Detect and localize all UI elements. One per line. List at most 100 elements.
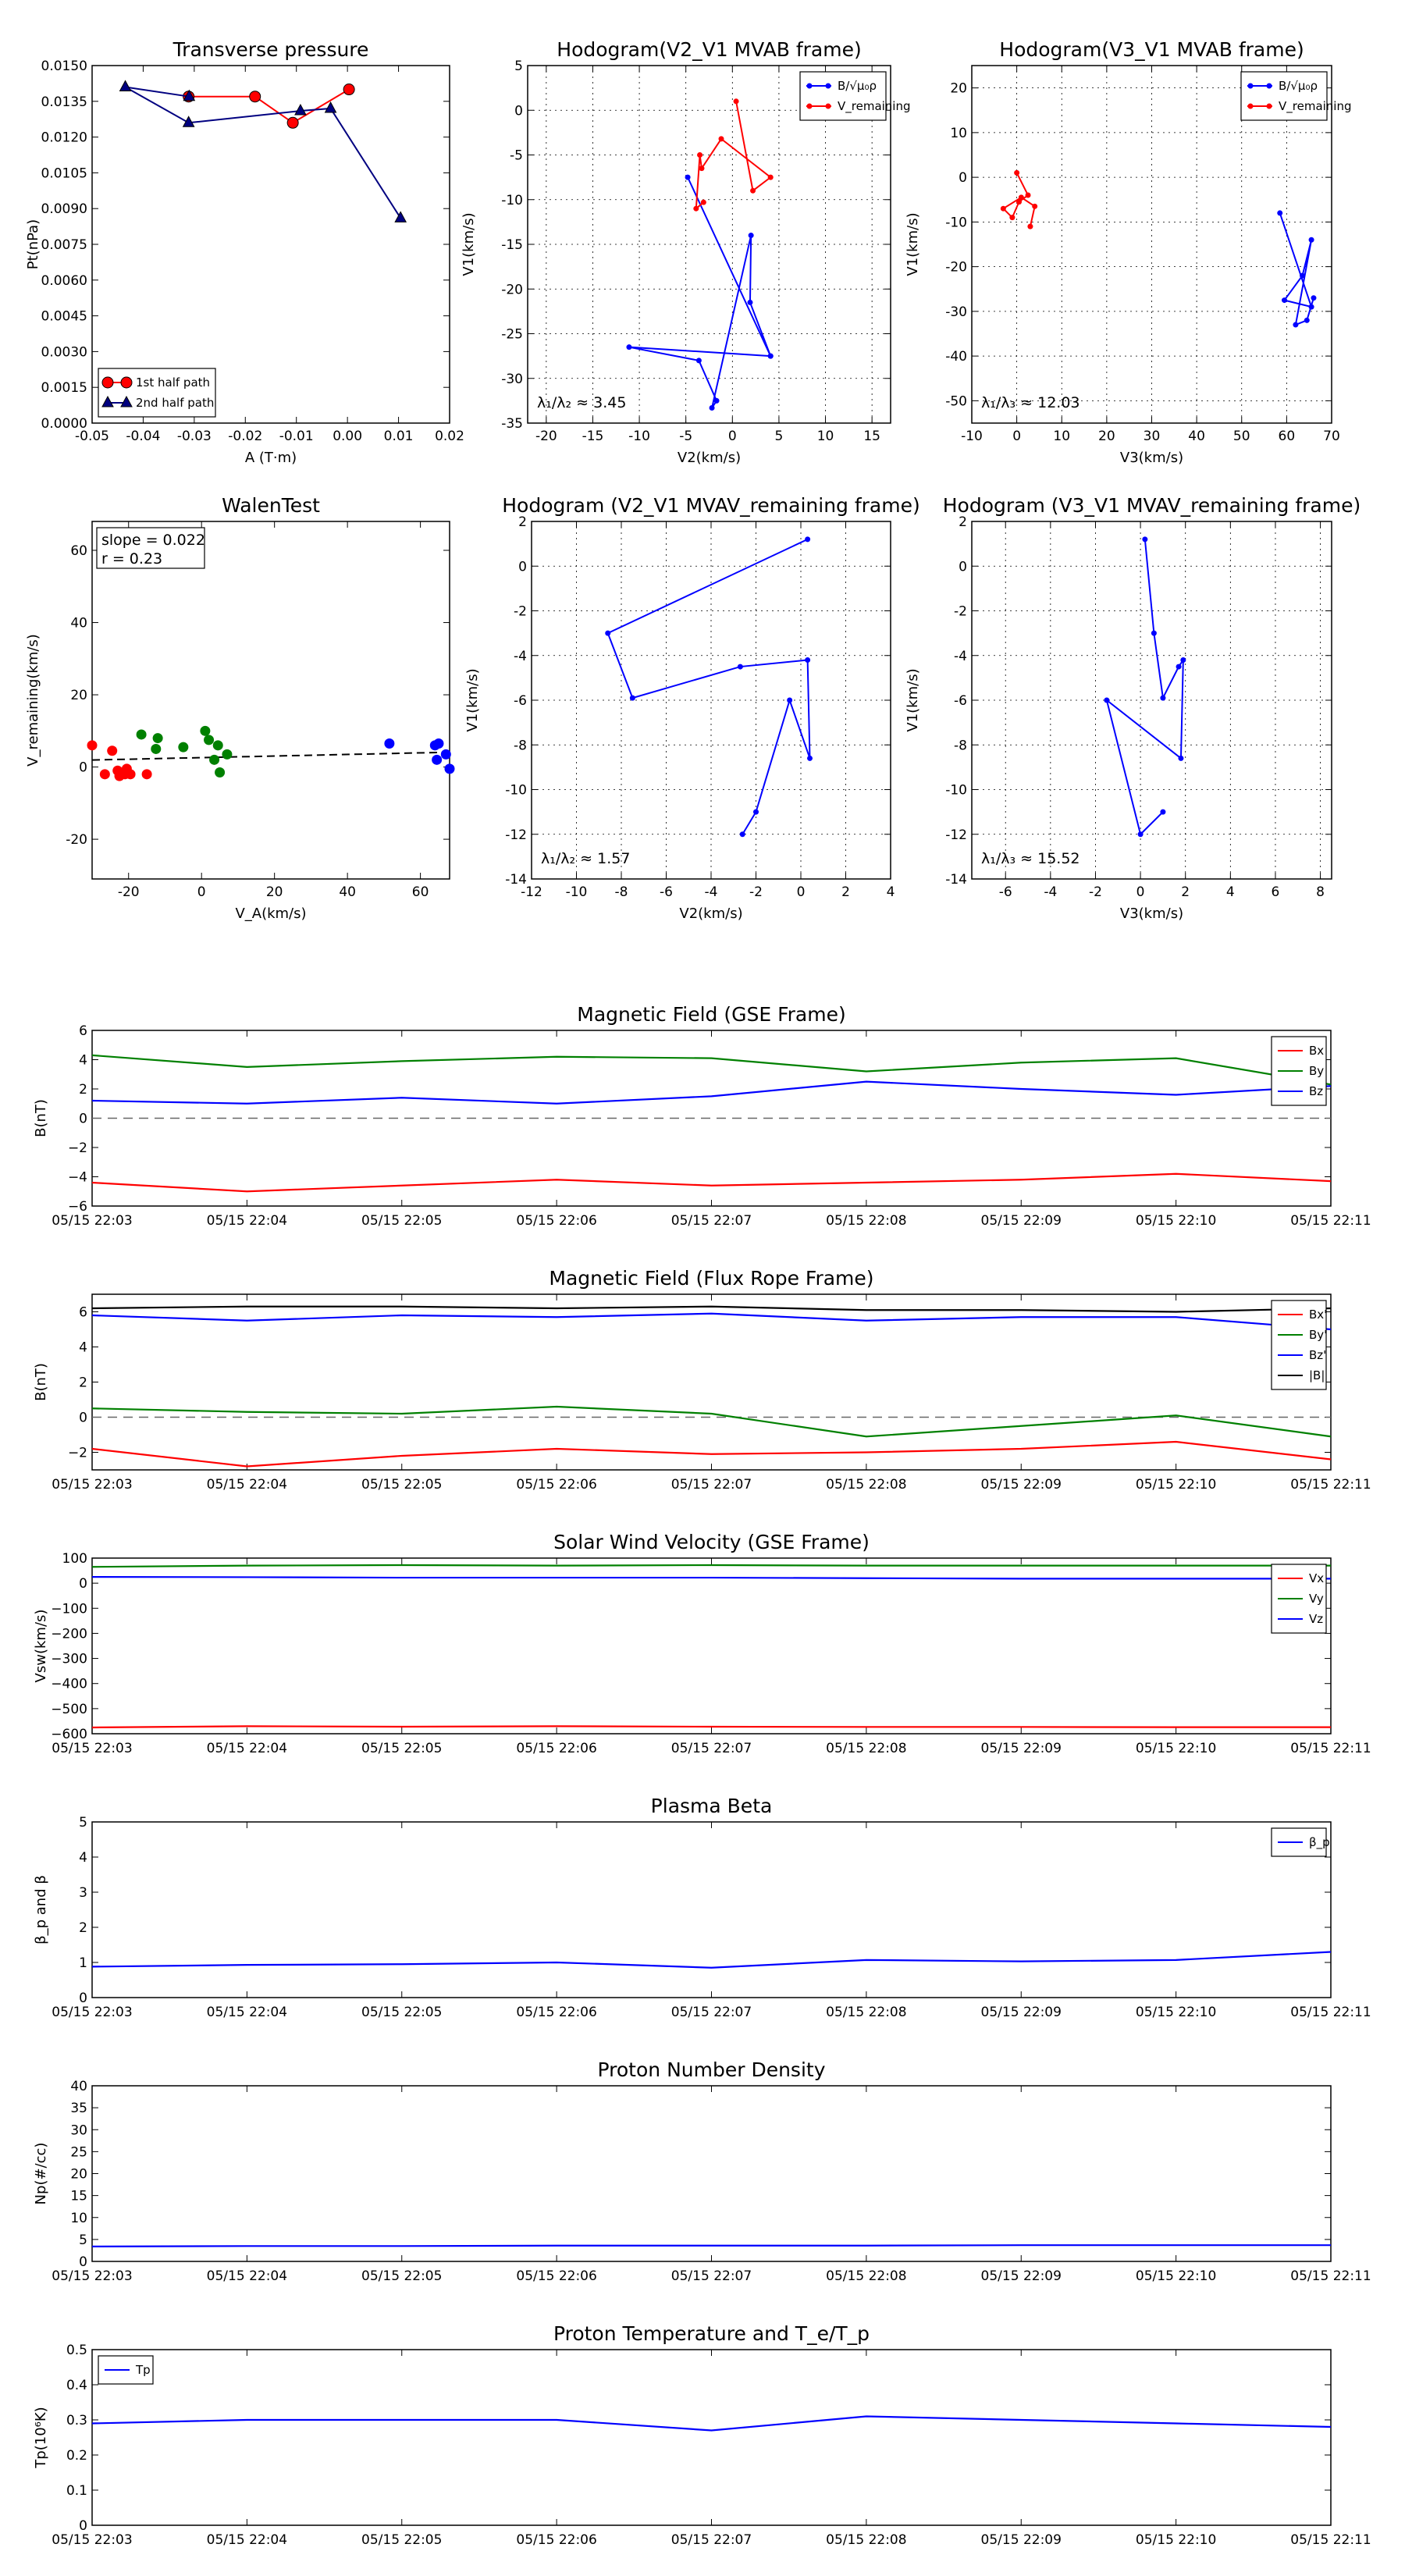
tp-ytick-label: 0.0030 [41, 344, 87, 360]
h3-xtick-label: -2 [749, 884, 763, 900]
h2-ylabel: V1(km/s) [905, 212, 921, 276]
vsw-title: Solar Wind Velocity (GSE Frame) [553, 1531, 870, 1553]
h2-title: Hodogram(V3_V1 MVAB frame) [999, 38, 1304, 61]
np-ylabel: Np(#/cc) [33, 2143, 49, 2205]
tp-series0-line [188, 88, 350, 124]
vsw-ytick-label: −100 [51, 1601, 87, 1617]
bfr-title: Magnetic Field (Flux Rope Frame) [549, 1267, 873, 1290]
bfr-ytick-label: 2 [79, 1375, 87, 1391]
walen-point [152, 733, 163, 744]
h1-xlabel: V2(km/s) [678, 450, 741, 466]
bgse-legend-label: By [1309, 1064, 1324, 1078]
vsw-xtick-label: 05/15 22:11 [1290, 1741, 1371, 1756]
h1-xtick-label: 5 [775, 429, 784, 444]
h2-xtick-label: -10 [961, 429, 983, 444]
tp-ylabel: Pt(nPa) [25, 219, 41, 269]
tp-ytick-label: 0.0075 [41, 237, 87, 253]
h2-series1-point [1016, 199, 1023, 205]
np-xtick-label: 05/15 22:05 [361, 2268, 442, 2284]
h2-annotation: λ₁/λ₃ ≈ 12.03 [981, 394, 1080, 411]
h1-title: Hodogram(V2_V1 MVAB frame) [557, 38, 861, 61]
bgse-legend-label: Bz [1309, 1084, 1323, 1098]
h4-xtick-label: -6 [999, 884, 1012, 900]
bgse-xtick-label: 05/15 22:08 [826, 1213, 906, 1229]
np-xtick-label: 05/15 22:04 [207, 2268, 287, 2284]
h1-xtick-label: -5 [679, 429, 692, 444]
h1-legend-point [806, 83, 813, 89]
h4-frame [971, 521, 1332, 880]
h1-series0-point [685, 174, 691, 180]
np-frame [91, 2085, 1332, 2262]
tp2-ytick-label: 0.2 [66, 2448, 87, 2464]
bfr-xtick-label: 05/15 22:11 [1290, 1477, 1371, 1493]
h2-xlabel: V3(km/s) [1120, 450, 1183, 466]
h3-xtick-label: 2 [841, 884, 850, 900]
h1-legend: B/√μ₀ρ V_remaining [799, 71, 911, 121]
h4-series0-point [1160, 809, 1166, 815]
chart-h3: -12 -10 -8 -6 -4 -2 0 2 4-14-12-10-8-6-4-202Hodo… [464, 494, 920, 922]
vsw-legend-label: Vy [1309, 1592, 1324, 1606]
tp2-xtick-label: 05/15 22:10 [1136, 2532, 1216, 2548]
tp-xtick-label: -0.04 [126, 429, 160, 444]
h3-xlabel: V2(km/s) [679, 906, 742, 922]
tp-series0-point [343, 84, 355, 96]
walen-ytick-label: 0 [79, 760, 87, 776]
h3-ytick-label: -6 [514, 693, 527, 709]
tp-legend-point [101, 395, 114, 407]
h2-ytick-label: 20 [950, 81, 967, 97]
tp2-series0-line [91, 2415, 1332, 2432]
h4-annotation: λ₁/λ₃ ≈ 15.52 [981, 850, 1080, 867]
h2-legend-label: B/√μ₀ρ [1279, 79, 1318, 93]
h1-ytick-label: -35 [501, 416, 523, 432]
h3-ytick-label: -12 [505, 827, 527, 843]
vsw-ytick-label: −600 [51, 1727, 87, 1742]
h1-series1-point [700, 199, 706, 205]
h1-legend-label: B/√μ₀ρ [838, 79, 877, 93]
walen-point [200, 725, 211, 736]
walen-xtick-label: 60 [412, 884, 429, 900]
h2-ytick-label: -50 [945, 393, 967, 409]
bfr-xtick-label: 05/15 22:10 [1136, 1477, 1216, 1493]
bgse-series0-line [91, 1172, 1332, 1193]
beta-xtick-label: 05/15 22:04 [207, 2005, 287, 2020]
h4-series0-point [1151, 630, 1157, 636]
bgse-ylabel: B(nT) [33, 1099, 49, 1137]
h3-xtick-label: -12 [521, 884, 542, 900]
vsw-series1-line [91, 1564, 1331, 1568]
bfr-xtick-label: 05/15 22:08 [826, 1477, 906, 1493]
h2-xtick-label: 10 [1053, 429, 1070, 444]
h4-ytick-label: -14 [945, 872, 967, 888]
h2-series1-point [1014, 169, 1020, 176]
walen-title: WalenTest [222, 494, 320, 517]
tp2-ylabel: Tp(10⁶K) [33, 2407, 49, 2468]
h4-ytick-label: -12 [945, 827, 967, 843]
chart-h1: -20 -15 -10 -5 0 5 10 15 -35 -30 -25 -20 -15 -10 -5 0 5 H… [461, 38, 911, 466]
tp2-frame [91, 2349, 1332, 2526]
h3-series0-point [787, 697, 793, 703]
beta-frame [91, 1821, 1332, 1998]
h2-series1-point [1025, 192, 1031, 198]
h3-xtick-label: -6 [660, 884, 673, 900]
h1-xtick-label: 0 [728, 429, 737, 444]
walen-point [107, 745, 118, 756]
np-ytick-label: 10 [70, 2211, 87, 2226]
walen-annotation-box [96, 527, 205, 569]
tp2-xtick-label: 05/15 22:07 [671, 2532, 752, 2548]
walen-point [204, 735, 215, 745]
tp2-xtick-label: 05/15 22:06 [516, 2532, 596, 2548]
np-ytick-label: 30 [70, 2122, 87, 2138]
vsw-xtick-label: 05/15 22:07 [671, 1741, 752, 1756]
tp-series1-point [182, 116, 195, 127]
h3-ytick-label: -14 [505, 872, 527, 888]
h3-ytick-label: -4 [514, 649, 527, 664]
h3-ylabel: V1(km/s) [464, 668, 481, 731]
h4-ylabel: V1(km/s) [905, 668, 921, 731]
bgse-xtick-label: 05/15 22:09 [981, 1213, 1062, 1229]
vsw-frame [91, 1557, 1332, 1735]
walen-xlabel: V_A(km/s) [235, 906, 306, 922]
h4-ytick-label: -6 [954, 693, 967, 709]
h1-legend-point [806, 103, 813, 109]
h2-series0-line [1279, 212, 1314, 326]
h1-ytick-label: -10 [501, 193, 523, 208]
h3-ytick-label: 0 [518, 559, 527, 575]
